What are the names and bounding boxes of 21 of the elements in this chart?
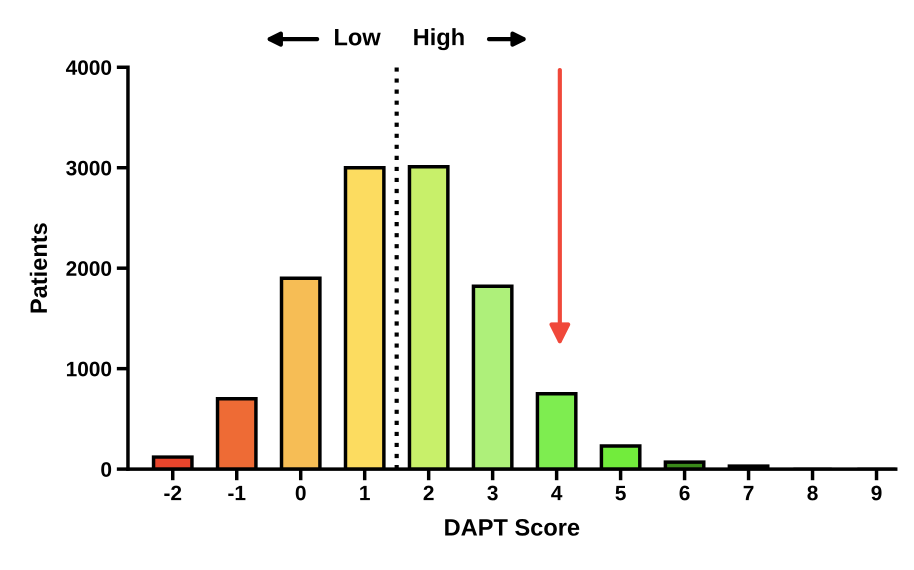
y-tick-label: 3000 [66, 160, 112, 176]
x-tick-label: 0 [296, 486, 306, 500]
y-tick-label: 1000 [66, 362, 112, 376]
x-tick-label: 8 [807, 486, 818, 500]
x-tick-label: 2 [424, 486, 434, 500]
text: Low [335, 28, 381, 46]
x-tick-label: -2 [164, 486, 182, 500]
y-tick-label: 0 [101, 462, 112, 477]
x-tick-label: 6 [680, 486, 690, 500]
x-tick-label: 7 [744, 486, 754, 500]
x-tick-label: 9 [871, 486, 882, 500]
x-tick-label: 4 [551, 486, 562, 500]
y-tick-label: 2000 [66, 261, 112, 276]
x-tick-label: -1 [228, 486, 246, 500]
y-axis-title: Patients [30, 223, 48, 313]
x-tick-label: 3 [487, 486, 498, 500]
y-tick-label: 4000 [66, 60, 112, 76]
x-tick-label: 5 [615, 486, 626, 500]
x-tick-label: 1 [360, 486, 370, 500]
text: High [414, 28, 464, 50]
x-axis-title: DAPT Score [445, 519, 580, 536]
